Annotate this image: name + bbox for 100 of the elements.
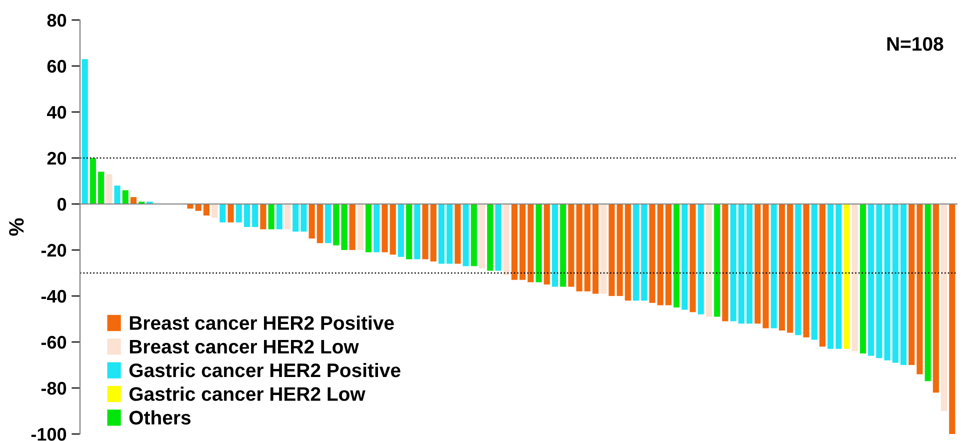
bar [884, 204, 890, 360]
bar [665, 204, 672, 306]
y-axis-title: % [9, 218, 24, 236]
bar [828, 204, 834, 349]
bar [292, 204, 299, 232]
bar [390, 204, 396, 255]
bar [682, 204, 688, 310]
bar [300, 204, 307, 232]
bar [495, 204, 502, 271]
bar [722, 204, 728, 322]
bar [357, 204, 364, 250]
bar [730, 204, 736, 322]
legend-label: Others [129, 410, 191, 425]
bar [608, 204, 615, 296]
bar [690, 204, 696, 312]
bar [487, 204, 494, 271]
bar [252, 204, 258, 227]
bar [324, 204, 332, 244]
bar [892, 204, 898, 363]
bar [819, 204, 826, 347]
bar [212, 204, 218, 218]
bar [616, 204, 623, 296]
bar [844, 204, 850, 349]
bar [106, 174, 112, 204]
bar [836, 204, 842, 349]
bar [366, 204, 372, 252]
bar [398, 204, 404, 257]
y-tick-label: -100 [31, 428, 66, 441]
bar [382, 204, 388, 252]
y-tick-label: 80 [47, 14, 66, 27]
bar [236, 204, 242, 222]
bar [308, 204, 315, 238]
bar [478, 204, 486, 268]
bar [584, 204, 590, 292]
bar [520, 204, 526, 280]
bar [503, 204, 510, 276]
bar [414, 204, 420, 260]
y-tick-label: -20 [41, 244, 66, 257]
bar [924, 204, 931, 382]
bar [754, 204, 761, 324]
bar [778, 204, 785, 330]
bar [803, 204, 810, 338]
bar [657, 204, 664, 306]
bar [470, 204, 477, 266]
bar [868, 204, 874, 356]
bar [738, 204, 744, 324]
bar [949, 204, 956, 434]
annotation: N=108 [887, 37, 944, 51]
bar [560, 204, 566, 287]
bar [860, 204, 866, 354]
bar [462, 204, 469, 266]
bar [940, 204, 948, 411]
bar [536, 204, 542, 282]
bar [811, 204, 818, 340]
bar [900, 204, 907, 365]
bar [876, 204, 882, 358]
bar [908, 204, 915, 365]
bar [438, 204, 445, 264]
y-tick-label: 20 [47, 152, 66, 165]
legend-label: Gastric cancer HER2 Positive [129, 362, 400, 378]
bar [511, 204, 518, 280]
bar [333, 204, 340, 246]
bar [98, 172, 104, 204]
bar [220, 204, 226, 222]
bar [576, 204, 582, 292]
bar [187, 204, 194, 209]
bar [122, 190, 128, 204]
bar [203, 204, 210, 216]
bar [454, 204, 461, 264]
bar [244, 204, 250, 227]
legend-label: Breast cancer HER2 Low [130, 340, 359, 354]
y-tick-label: 40 [47, 106, 66, 119]
bar [82, 59, 88, 204]
bar [130, 197, 137, 204]
bar [649, 204, 656, 303]
bar [90, 158, 96, 204]
bar [552, 204, 558, 287]
bar [714, 204, 720, 317]
bar [430, 204, 436, 262]
bar [706, 204, 712, 317]
y-tick-label: 60 [47, 60, 66, 73]
bar [422, 204, 428, 260]
bar [544, 204, 550, 284]
bar [446, 204, 453, 264]
legend-label: Gastric cancer HER2 Low [129, 386, 366, 401]
bar [374, 204, 380, 252]
y-tick-label: 0 [57, 198, 66, 211]
bar [632, 204, 640, 301]
bar [916, 204, 923, 374]
bar [762, 204, 769, 328]
bar [852, 204, 858, 352]
bar [195, 204, 202, 211]
bar [276, 204, 282, 230]
bar [600, 204, 607, 294]
bar [349, 204, 356, 250]
bar [316, 204, 323, 244]
legend-label: Breast cancer HER2 Positive [130, 316, 394, 330]
y-tick-label: -40 [41, 290, 66, 303]
bar [114, 186, 120, 204]
bar [624, 204, 631, 301]
